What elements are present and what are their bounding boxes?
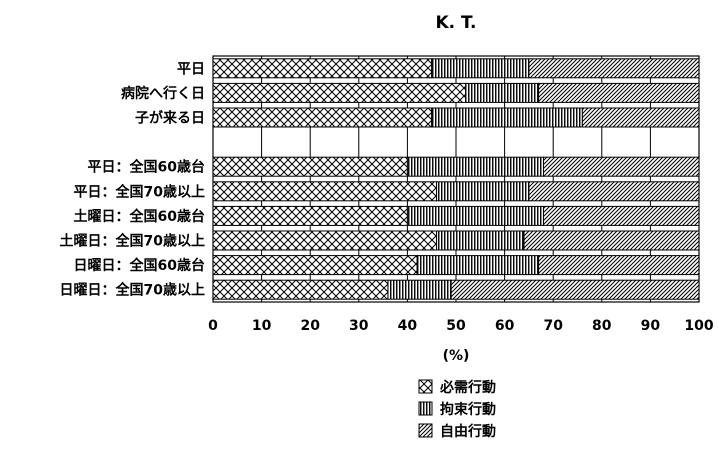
bar-segment xyxy=(212,107,433,128)
bar-segment xyxy=(387,279,452,300)
bar-segment xyxy=(538,255,700,276)
legend-label: 拘束行動 xyxy=(440,401,496,418)
category-label: 子が来る日 xyxy=(135,110,205,127)
bar-segment xyxy=(431,58,530,79)
x-tick-label: 50 xyxy=(446,318,466,334)
x-axis-label: (%) xyxy=(443,348,470,364)
bar-segment xyxy=(406,205,544,226)
bar-segment xyxy=(542,156,700,177)
bar-segment xyxy=(212,255,418,276)
bar-segment xyxy=(406,156,544,177)
category-label: 平日：全国60歳台 xyxy=(88,159,205,176)
x-tick-label: 40 xyxy=(398,318,418,334)
bar-segment xyxy=(212,82,467,103)
legend-label: 必需行動 xyxy=(439,379,496,396)
x-tick-label: 30 xyxy=(349,318,369,334)
category-label: 土曜日：全国70歳以上 xyxy=(60,233,205,250)
category-label: 平日 xyxy=(177,61,205,77)
chart-title: K. T. xyxy=(435,13,476,33)
bar-segment xyxy=(416,255,540,276)
category-label: 病院へ行く日 xyxy=(121,85,205,102)
x-tick-label: 20 xyxy=(300,318,320,334)
x-tick-label: 0 xyxy=(208,318,218,334)
x-tick-label: 90 xyxy=(641,318,661,334)
legend-swatch xyxy=(418,401,433,416)
bar-segment xyxy=(212,279,389,300)
x-tick-label: 60 xyxy=(495,318,515,334)
bar-segment xyxy=(465,82,540,103)
category-label: 平日：全国70歳以上 xyxy=(74,183,205,200)
bar-segment xyxy=(528,181,700,202)
x-tick-label: 80 xyxy=(592,318,612,334)
bar-segment xyxy=(212,58,433,79)
plot-frame xyxy=(212,55,700,303)
x-tick-label: 100 xyxy=(684,318,713,334)
category-label: 日曜日：全国60歳台 xyxy=(74,257,205,274)
category-label: 日曜日：全国70歳以上 xyxy=(60,282,205,299)
bar-segment xyxy=(528,58,700,79)
legend-label: 自由行動 xyxy=(440,423,496,440)
x-tick-label: 10 xyxy=(252,318,272,334)
bar-segment xyxy=(212,205,408,226)
bar-segment xyxy=(542,205,700,226)
bar-segment xyxy=(523,230,700,251)
bar-segment xyxy=(436,181,530,202)
bar-segment xyxy=(431,107,583,128)
bar-segment xyxy=(450,279,700,300)
legend-swatch xyxy=(418,423,433,438)
legend-swatch xyxy=(418,379,433,394)
bar-segment xyxy=(581,107,700,128)
bar-segment xyxy=(436,230,525,251)
bar-segment xyxy=(212,230,438,251)
bar-segment xyxy=(538,82,700,103)
category-label: 土曜日：全国60歳台 xyxy=(74,208,205,225)
bar-segment xyxy=(212,181,438,202)
bar-segment xyxy=(212,156,408,177)
x-tick-label: 70 xyxy=(543,318,563,334)
